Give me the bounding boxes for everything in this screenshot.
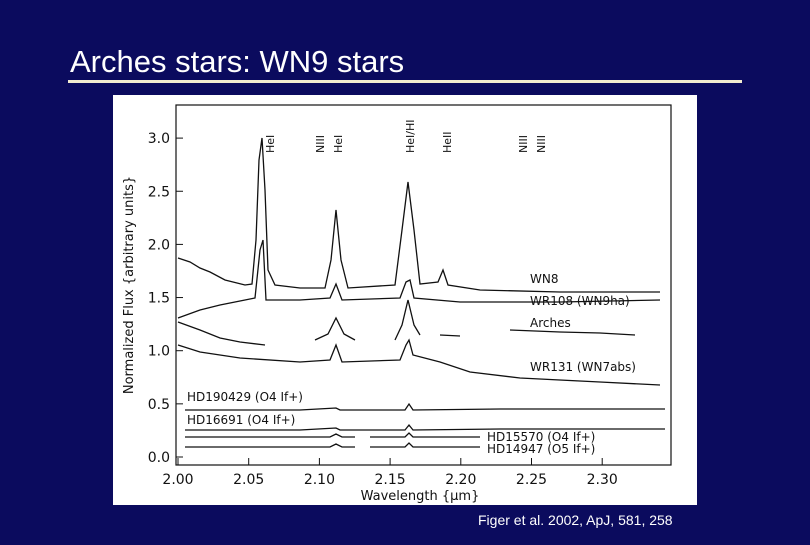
x-tick-label: 2.30: [587, 472, 618, 488]
y-tick-label: 2.5: [148, 184, 170, 200]
spectrum: [177, 239, 661, 319]
spectrum-label: WR108 (WN9ha): [530, 294, 630, 308]
x-tick-label: 2.20: [445, 472, 476, 488]
y-tick-label: 3.0: [148, 131, 170, 147]
spectrum: [185, 432, 480, 438]
line-id: NIII: [517, 135, 530, 153]
slide-title: Arches stars: WN9 stars: [70, 44, 404, 79]
title-rule: [68, 80, 742, 83]
y-tick-label: 1.5: [148, 291, 170, 307]
line-id: HeI: [332, 135, 345, 153]
spectrum-label: HD190429 (O4 If+): [187, 390, 303, 404]
line-id: HeI: [264, 135, 277, 153]
y-tick-label: 0.5: [148, 397, 170, 413]
spectrum-label: WR131 (WN7abs): [530, 360, 636, 374]
spectrum: [177, 137, 660, 293]
y-tick-label: 1.0: [148, 344, 170, 360]
plot-frame: [175, 104, 672, 466]
spectrum: [185, 442, 480, 448]
y-axis-label: Normalized Flux {arbitrary units}: [122, 176, 137, 394]
spectra: [177, 137, 665, 448]
x-tick-label: 2.15: [375, 472, 406, 488]
x-axis-label: Wavelength {μm}: [361, 489, 480, 504]
spectrum-label: HD15570 (O4 If+): [487, 430, 595, 444]
spectrum-label: HD16691 (O4 If+): [187, 413, 295, 427]
spectrum-label: HD14947 (O5 If+): [487, 442, 595, 456]
labels: Wavelength {μm} Normalized Flux {arbitrar…: [122, 119, 636, 504]
spectrum: [177, 299, 636, 346]
x-tick-label: 2.25: [516, 472, 547, 488]
spectrum: [177, 338, 661, 386]
x-tick-label: 2.00: [162, 472, 193, 488]
spectrum-label: WN8: [530, 272, 558, 286]
line-id: NIII: [314, 135, 327, 153]
citation: Figer et al. 2002, ApJ, 581, 258: [478, 512, 673, 528]
line-id: HeI/HI: [404, 119, 417, 153]
y-tick-label: 0.0: [148, 450, 170, 466]
line-id: NIII: [535, 135, 548, 153]
x-tick-label: 2.05: [233, 472, 264, 488]
line-id: HeII: [441, 131, 454, 153]
spectrum-label: Arches: [530, 316, 571, 330]
spectrum: [185, 402, 665, 411]
ticks: 2.00 2.05 2.10 2.15 2.20 2.25 2.30 0.0 0.5 1.0 1.5…: [148, 131, 618, 488]
spectrum: [185, 423, 665, 431]
y-tick-label: 2.0: [148, 237, 170, 253]
x-tick-label: 2.10: [304, 472, 335, 488]
